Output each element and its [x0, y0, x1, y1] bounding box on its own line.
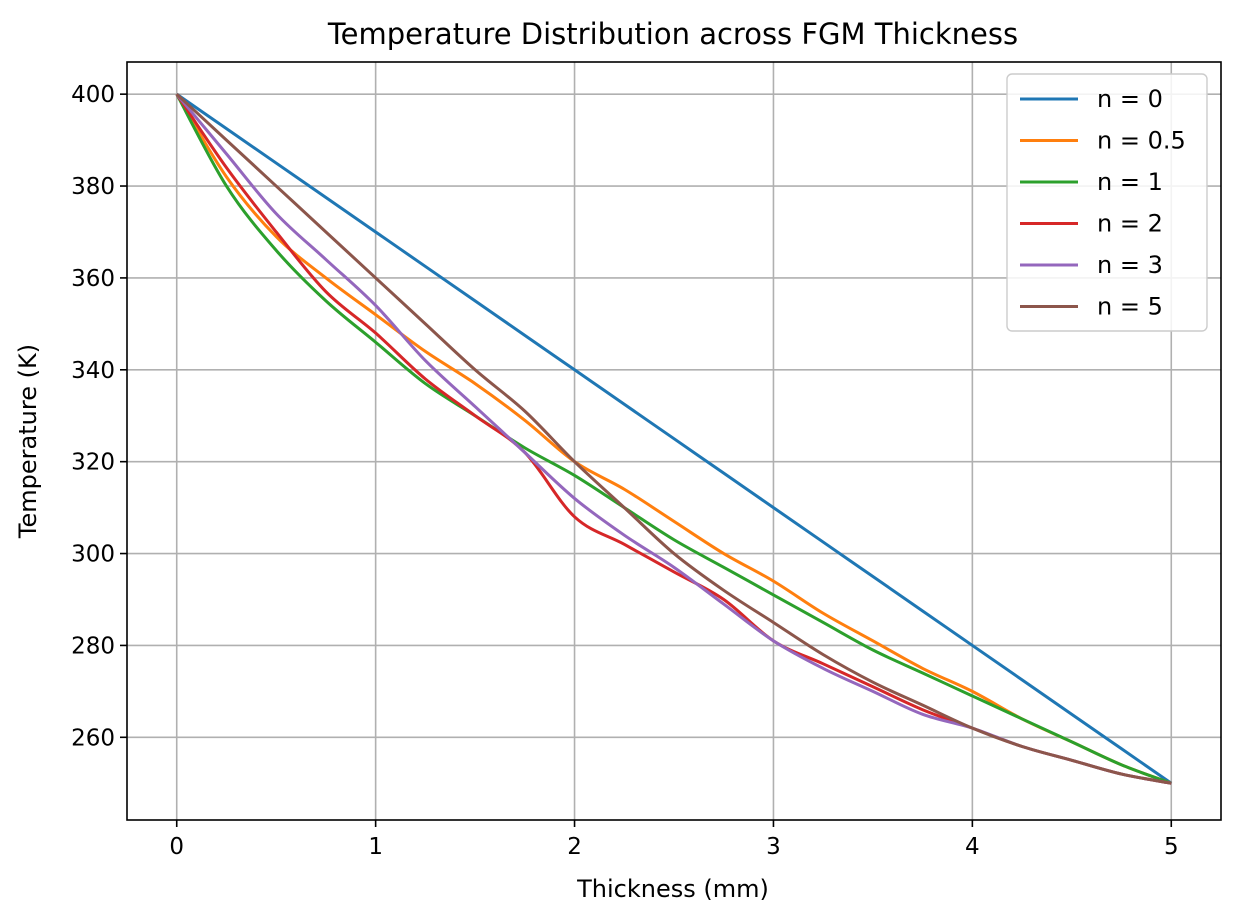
y-tick-label: 380	[71, 174, 115, 200]
x-tick-label: 5	[1164, 834, 1179, 860]
x-tick-label: 1	[368, 834, 383, 860]
y-tick-label: 360	[71, 266, 115, 292]
y-tick-label: 320	[71, 450, 115, 476]
legend-label: n = 0.5	[1097, 127, 1186, 155]
axis-ticks: 0 1 2 3 4 5 260 280 300 320 340 360 380 400	[71, 82, 1178, 860]
legend-label: n = 5	[1097, 293, 1163, 321]
series-lines	[175, 92, 1173, 785]
legend-box	[1006, 73, 1208, 332]
y-tick-label: 280	[71, 633, 115, 659]
x-tick-label: 4	[965, 834, 980, 860]
series-line-n0	[175, 92, 1173, 785]
series-line-n1	[175, 93, 1172, 785]
x-axis-label: Thickness (mm)	[576, 875, 769, 903]
y-tick-label: 400	[71, 82, 115, 108]
legend-label: n = 2	[1097, 210, 1163, 238]
x-tick-label: 3	[766, 834, 781, 860]
y-tick-label: 300	[71, 542, 115, 568]
legend-label: n = 1	[1097, 168, 1163, 196]
chart-title: Temperature Distribution across FGM Thic…	[327, 17, 1018, 51]
x-tick-label: 2	[567, 834, 582, 860]
series-line-n0-5	[175, 93, 1172, 785]
y-tick-label: 260	[71, 725, 115, 751]
x-tick-label: 0	[169, 834, 184, 860]
y-tick-label: 340	[71, 358, 115, 384]
legend-label: n = 0	[1097, 85, 1163, 113]
series-line-n5	[175, 93, 1172, 785]
y-axis-label: Temperature (K)	[14, 344, 42, 539]
legend-label: n = 3	[1097, 251, 1163, 279]
legend: n = 0 n = 0.5 n = 1 n = 2 n = 3 n = 5	[1006, 73, 1208, 332]
plot-frame	[126, 61, 1222, 821]
